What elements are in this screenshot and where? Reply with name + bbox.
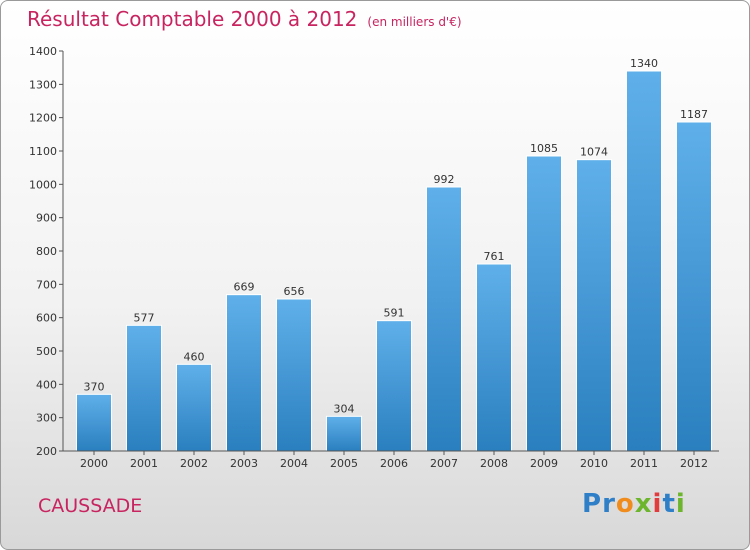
bar-2009 — [526, 155, 562, 452]
chart-title: Résultat Comptable 2000 à 2012 (en millie… — [27, 7, 462, 31]
bar-2001 — [126, 324, 162, 452]
y-tick-label: 1300 — [29, 78, 57, 91]
x-tick-label: 2009 — [530, 457, 558, 470]
x-tick-label: 2002 — [180, 457, 208, 470]
bar-value-label: 761 — [484, 250, 505, 263]
bar-2003 — [226, 294, 262, 452]
bar-2012 — [676, 121, 712, 452]
bar-2011 — [626, 70, 662, 452]
y-tick-label: 800 — [36, 245, 57, 258]
bar-2006 — [376, 320, 412, 452]
bar-value-label: 669 — [234, 281, 255, 294]
logo-letter: P — [582, 489, 603, 519]
y-tick-label: 1100 — [29, 145, 57, 158]
bar-value-label: 304 — [334, 402, 355, 415]
x-tick-label: 2012 — [680, 457, 708, 470]
x-axis: 2000 2001 2002 2003 2004 2005 2006 2007 2008 2009… — [63, 450, 719, 470]
y-tick-label: 500 — [36, 345, 57, 358]
logo-letter: i — [675, 489, 686, 519]
x-tick-label: 2004 — [280, 457, 308, 470]
logo-letter: r — [602, 489, 616, 519]
logo-letter: o — [615, 489, 635, 519]
bar-value-label: 1074 — [580, 146, 608, 159]
bar-value-label: 370 — [84, 380, 105, 393]
proxiti-logo: Proxiti — [582, 489, 686, 519]
y-tick-label: 1200 — [29, 112, 57, 125]
bar-2010 — [576, 159, 612, 452]
chart-title-text: Résultat Comptable 2000 à 2012 — [27, 7, 358, 31]
y-tick-label: 1400 — [29, 45, 57, 58]
x-tick-label: 2001 — [130, 457, 158, 470]
bar-2002 — [176, 363, 212, 452]
x-tick-label: 2011 — [630, 457, 658, 470]
bar-value-label: 460 — [184, 350, 205, 363]
y-tick-label: 1000 — [29, 178, 57, 191]
x-tick-label: 2007 — [430, 457, 458, 470]
bars: 370 577 460 669 656 304 591 992 761 1085 1074 1340 1… — [76, 57, 712, 452]
logo-letter: x — [634, 489, 653, 519]
y-tick-label: 400 — [36, 378, 57, 391]
bar-value-label: 1085 — [530, 142, 558, 155]
bar-2008 — [476, 263, 512, 452]
x-tick-label: 2010 — [580, 457, 608, 470]
x-tick-label: 2003 — [230, 457, 258, 470]
y-axis: 200 300 400 500 600 700 800 900 1000 1100 1200 1300… — [29, 45, 64, 458]
bar-2007 — [426, 186, 462, 452]
bar-value-label: 992 — [434, 173, 455, 186]
x-tick-label: 2005 — [330, 457, 358, 470]
bar-2004 — [276, 298, 312, 452]
logo-letter: i — [652, 489, 663, 519]
y-tick-label: 600 — [36, 312, 57, 325]
bar-value-label: 591 — [384, 307, 405, 320]
x-tick-label: 2006 — [380, 457, 408, 470]
logo-letter: t — [662, 489, 676, 519]
y-tick-label: 700 — [36, 278, 57, 291]
bar-value-label: 1340 — [630, 57, 658, 70]
bar-value-label: 656 — [284, 285, 305, 298]
x-tick-label: 2000 — [80, 457, 108, 470]
bar-2005 — [326, 415, 362, 452]
bar-value-label: 577 — [134, 311, 155, 324]
y-tick-label: 300 — [36, 412, 57, 425]
chart-unit: (en milliers d'€) — [367, 15, 462, 29]
y-tick-label: 200 — [36, 445, 57, 458]
y-tick-label: 900 — [36, 212, 57, 225]
bar-value-label: 1187 — [680, 108, 708, 121]
city-name: CAUSSADE — [38, 495, 143, 517]
x-tick-label: 2008 — [480, 457, 508, 470]
bar-2000 — [76, 393, 112, 452]
